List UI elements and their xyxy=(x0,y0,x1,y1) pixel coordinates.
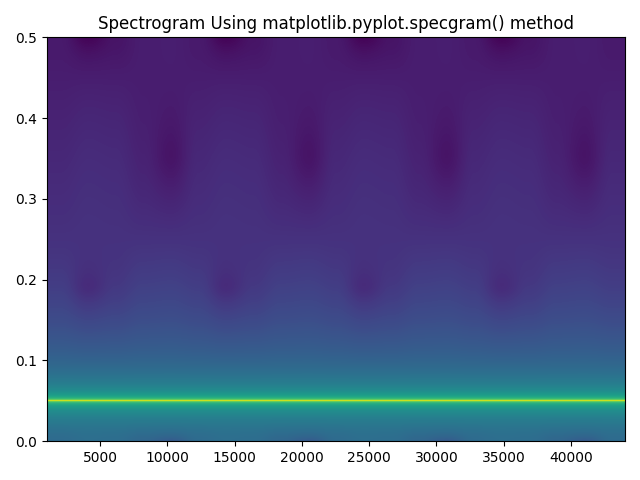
Title: Spectrogram Using matplotlib.pyplot.specgram() method: Spectrogram Using matplotlib.pyplot.spec… xyxy=(98,15,574,33)
